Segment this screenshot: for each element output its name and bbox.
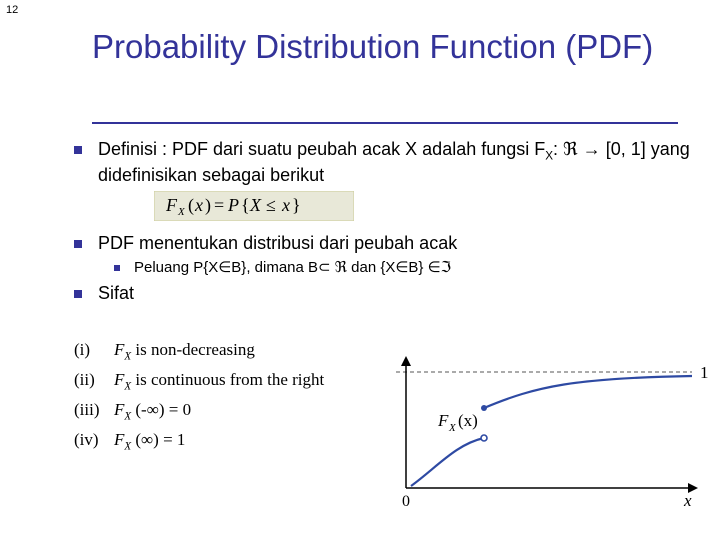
definisi-text-1: Definisi : PDF dari suatu peubah acak X … — [98, 139, 545, 159]
svg-text:}: } — [292, 195, 301, 215]
definisi-sub: X — [545, 150, 553, 163]
formula-svg: F X ( x ) = P { X ≤ x } — [154, 191, 354, 221]
svg-text:): ) — [205, 195, 211, 216]
bullet-pdf-menentukan: PDF menentukan distribusi dari peubah ac… — [74, 232, 690, 255]
prop-4: (iv) FX (∞) = 1 — [74, 426, 424, 456]
prop-num: (ii) — [74, 366, 114, 396]
svg-text:X: X — [177, 206, 186, 218]
bullet-definisi: Definisi : PDF dari suatu peubah acak X … — [74, 138, 690, 187]
cdf-chart-svg: FX(x) 0 1 x — [396, 348, 714, 516]
bullet-square-icon — [74, 290, 82, 298]
prop-num: (i) — [74, 336, 114, 366]
svg-text:1: 1 — [700, 363, 709, 382]
svg-text:F: F — [165, 195, 178, 215]
prop-num: (iv) — [74, 426, 114, 456]
svg-text:P: P — [227, 195, 239, 215]
prop-2: (ii) FX is continuous from the right — [74, 366, 424, 396]
bullet-text: Sifat — [98, 282, 690, 305]
cdf-chart: FX(x) 0 1 x — [396, 348, 714, 516]
title-underline — [92, 122, 678, 124]
bullet-square-icon — [74, 146, 82, 154]
bullet-sifat: Sifat — [74, 282, 690, 305]
bullet-square-icon — [114, 265, 120, 271]
prop-label: FX is non-decreasing — [114, 336, 255, 366]
svg-text:F: F — [437, 411, 449, 430]
prop-1: (i) FX is non-decreasing — [74, 336, 424, 366]
slide-title: Probability Distribution Function (PDF) — [92, 28, 692, 66]
prop-3: (iii) FX (-∞) = 0 — [74, 396, 424, 426]
svg-text:X: X — [249, 195, 262, 215]
bullet-text: PDF menentukan distribusi dari peubah ac… — [98, 232, 690, 255]
svg-text:x: x — [281, 195, 290, 215]
svg-text:x: x — [194, 195, 203, 215]
properties-list: (i) FX is non-decreasing (ii) FX is cont… — [74, 336, 424, 457]
content-area: Definisi : PDF dari suatu peubah acak X … — [74, 138, 690, 309]
svg-text:{: { — [241, 195, 250, 215]
subbullet-text: Peluang P{X∈B}, dimana B⊂ ℜ dan {X∈B} ∈ℑ — [134, 258, 451, 276]
bullet-text: Definisi : PDF dari suatu peubah acak X … — [98, 138, 690, 187]
prop-label: FX is continuous from the right — [114, 366, 324, 396]
subbullet-peluang: Peluang P{X∈B}, dimana B⊂ ℜ dan {X∈B} ∈ℑ — [114, 258, 690, 276]
prop-label: FX (∞) = 1 — [114, 426, 185, 456]
prop-num: (iii) — [74, 396, 114, 426]
svg-text:(: ( — [188, 195, 194, 216]
svg-text:≤: ≤ — [266, 195, 276, 215]
svg-text:X: X — [448, 422, 457, 434]
bullet-square-icon — [74, 240, 82, 248]
page-number: 12 — [6, 4, 18, 16]
prop-label: FX (-∞) = 0 — [114, 396, 191, 426]
svg-text:=: = — [214, 195, 224, 215]
formula-fx: F X ( x ) = P { X ≤ x } — [154, 191, 690, 226]
svg-text:0: 0 — [402, 493, 410, 510]
slide: 12 Probability Distribution Function (PD… — [0, 0, 720, 540]
svg-text:x: x — [683, 491, 692, 510]
svg-text:(x): (x) — [458, 411, 478, 430]
